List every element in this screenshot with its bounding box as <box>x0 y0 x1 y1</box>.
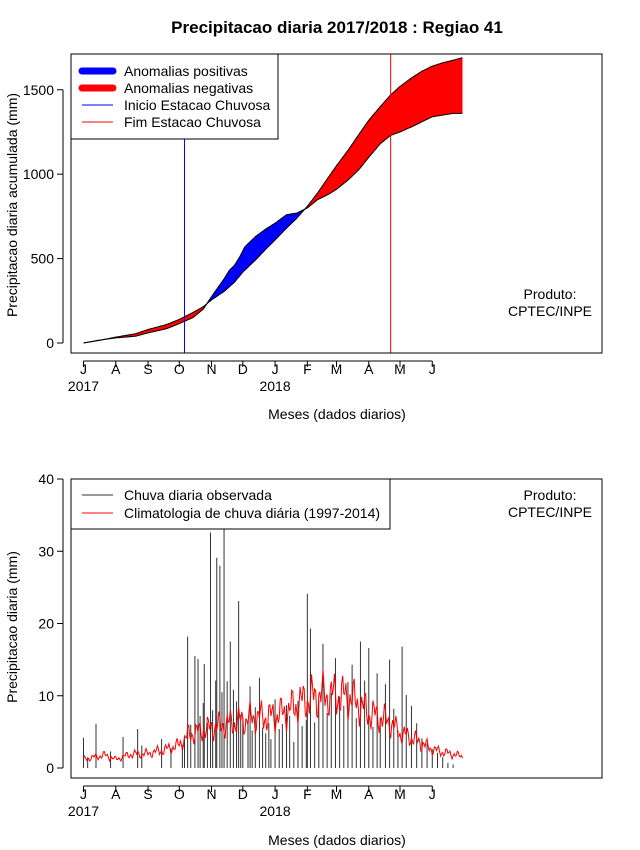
legend-label-end: Fim Estacao Chuvosa <box>124 114 261 130</box>
climatology-line <box>83 669 463 763</box>
x-tick-label: A <box>111 786 121 802</box>
y-tick-label: 0 <box>46 760 54 776</box>
y-tick-label: 1000 <box>23 166 54 182</box>
y-tick-label: 20 <box>38 616 54 632</box>
x-tick-label: A <box>364 361 374 377</box>
x-year-label: 2017 <box>68 378 99 394</box>
x-tick-label: J <box>272 361 279 377</box>
x-tick-label: N <box>206 786 216 802</box>
y-tick-label: 500 <box>31 251 55 267</box>
x-tick-label: D <box>238 786 248 802</box>
x-tick-label: O <box>174 361 185 377</box>
x-tick-label: J <box>429 361 436 377</box>
x-tick-label: D <box>238 361 248 377</box>
x-tick-label: M <box>394 361 406 377</box>
legend-label-start: Inicio Estacao Chuvosa <box>124 97 271 113</box>
x-tick-label: F <box>303 786 312 802</box>
y-tick-label: 10 <box>38 688 54 704</box>
observed-cumulative-line <box>83 112 463 344</box>
negative-anomaly-area <box>305 57 463 210</box>
y-axis-label: Precipitacao diaria acumulada (mm) <box>4 93 20 317</box>
x-tick-label: S <box>143 786 152 802</box>
y-axis-label: Precipitacao diaria (mm) <box>4 551 20 703</box>
climatology-cumulative-line <box>83 57 463 344</box>
page-title: Precipitacao diaria 2017/2018 : Regiao 4… <box>171 18 503 37</box>
x-tick-label: J <box>80 361 87 377</box>
legend-label-climatology: Climatologia de chuva diária (1997-2014) <box>124 505 380 521</box>
product-label: Produto: <box>524 487 577 503</box>
x-axis-label: Meses (dados diarios) <box>268 832 406 848</box>
x-tick-label: J <box>429 786 436 802</box>
legend-label-negative: Anomalias negativas <box>124 80 253 96</box>
x-tick-label: M <box>331 786 343 802</box>
legend-label-positive: Anomalias positivas <box>124 63 248 79</box>
x-tick-label: J <box>80 786 87 802</box>
x-tick-label: A <box>111 361 121 377</box>
y-tick-label: 1500 <box>23 82 54 98</box>
x-tick-label: F <box>303 361 312 377</box>
x-tick-label: S <box>143 361 152 377</box>
x-tick-label: N <box>206 361 216 377</box>
plot-frame <box>70 53 603 354</box>
negative-anomaly-area <box>104 302 208 340</box>
x-year-label: 2017 <box>68 803 99 819</box>
x-tick-label: O <box>174 786 185 802</box>
y-tick-label: 40 <box>38 471 54 487</box>
legend-label-observed: Chuva diaria observada <box>124 487 272 503</box>
x-tick-label: M <box>331 361 343 377</box>
x-tick-label: J <box>272 786 279 802</box>
positive-anomaly-area <box>207 208 306 304</box>
legend: Chuva diaria observada Climatologia de c… <box>70 478 391 530</box>
legend: Anomalias positivas Anomalias negativas … <box>70 53 279 140</box>
product-source: CPTEC/INPE <box>508 504 592 520</box>
x-year-label: 2018 <box>259 378 290 394</box>
x-year-label: 2018 <box>259 803 290 819</box>
product-source: CPTEC/INPE <box>508 303 592 319</box>
x-tick-label: A <box>364 786 374 802</box>
y-tick-label: 30 <box>38 543 54 559</box>
y-tick-label: 0 <box>46 335 54 351</box>
x-tick-label: M <box>394 786 406 802</box>
x-axis-label: Meses (dados diarios) <box>268 406 406 422</box>
product-label: Produto: <box>524 286 577 302</box>
